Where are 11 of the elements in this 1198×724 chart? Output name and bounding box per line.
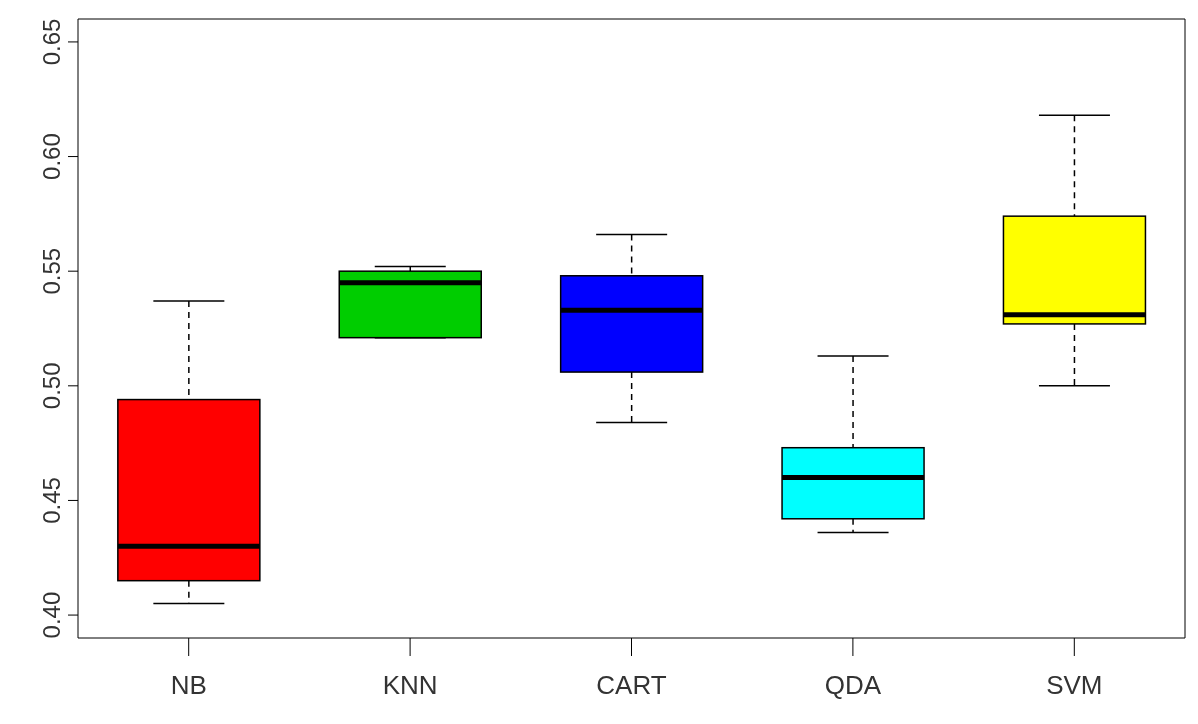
y-tick-label: 0.55 xyxy=(38,247,65,295)
y-tick-label: 0.60 xyxy=(38,133,65,180)
y-tick-label: 0.65 xyxy=(38,18,65,66)
y-tick-label: 0.40 xyxy=(38,591,65,639)
x-tick-label: NB xyxy=(170,670,207,701)
x-tick-label: QDA xyxy=(824,670,882,701)
y-tick-label: 0.45 xyxy=(38,477,65,524)
x-tick-label: SVM xyxy=(1046,670,1103,701)
x-tick-label: CART xyxy=(596,670,667,701)
x-tick-label: KNN xyxy=(382,670,438,701)
y-tick-label: 0.50 xyxy=(38,362,65,410)
